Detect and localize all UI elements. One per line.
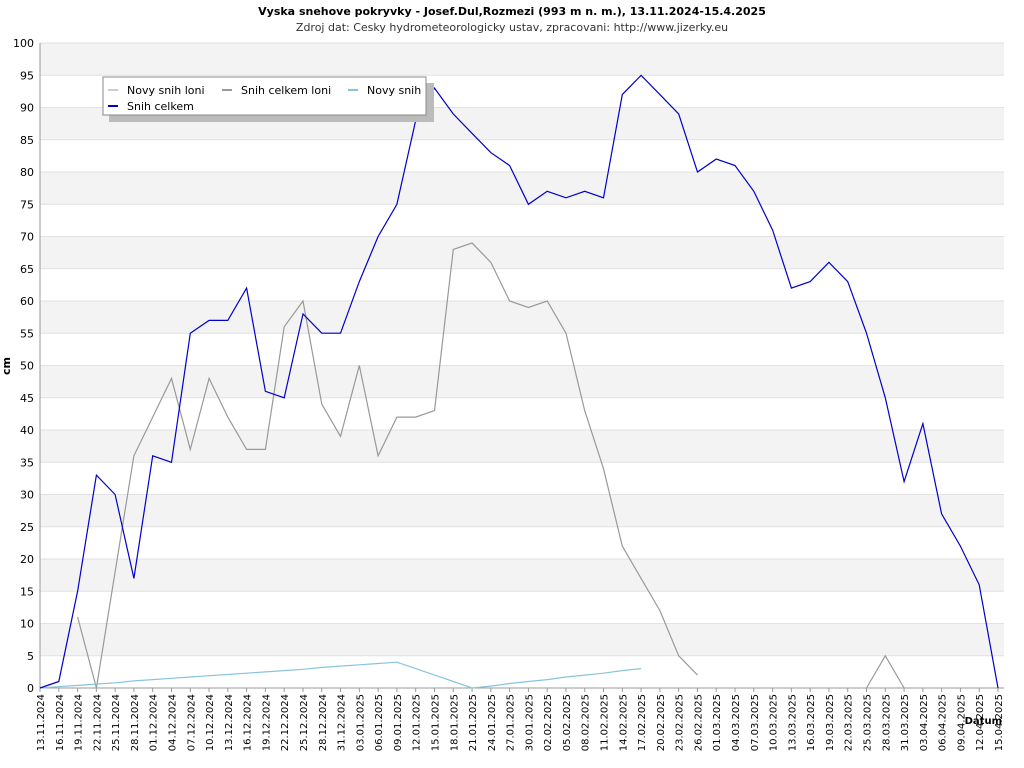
chart-title: Vyska snehove pokryvky - Josef.Dul,Rozme… — [258, 5, 766, 18]
y-tick-label: 90 — [20, 102, 34, 115]
x-tick-label: 11.02.2025 — [600, 694, 611, 751]
y-tick-label: 0 — [27, 682, 34, 695]
series-line — [39, 661, 642, 689]
x-tick-label: 15.01.2025 — [430, 694, 441, 751]
x-tick-label: 16.11.2024 — [55, 694, 66, 751]
x-tick-label: 12.04.2025 — [975, 694, 986, 751]
x-tick-label: 22.03.2025 — [844, 694, 855, 751]
x-tick-label: 15.04.2025 — [994, 694, 1005, 751]
x-tick-label: 17.02.2025 — [637, 694, 648, 751]
x-tick-label: 14.02.2025 — [618, 694, 629, 751]
x-tick-label: 03.04.2025 — [919, 694, 930, 751]
x-tick-label: 13.12.2024 — [224, 694, 235, 751]
x-tick-label: 31.12.2024 — [337, 694, 348, 751]
x-tick-label: 20.02.2025 — [656, 694, 667, 751]
x-tick-label: 10.03.2025 — [769, 694, 780, 751]
y-tick-label: 35 — [20, 456, 34, 469]
x-tick-label: 19.11.2024 — [74, 694, 85, 751]
y-tick-label: 20 — [20, 553, 34, 566]
x-tick-label: 28.12.2024 — [318, 694, 329, 751]
x-tick-label: 25.12.2024 — [299, 694, 310, 751]
x-tick-label: 04.12.2024 — [167, 694, 178, 751]
y-tick-label: 100 — [13, 37, 34, 50]
x-tick-label: 19.12.2024 — [261, 694, 272, 751]
y-tick-label: 40 — [20, 424, 34, 437]
x-tick-label: 31.03.2025 — [900, 694, 911, 751]
x-tick-label: 02.02.2025 — [543, 694, 554, 751]
y-tick-label: 85 — [20, 134, 34, 147]
grid-band — [40, 623, 1004, 656]
x-tick-label: 25.11.2024 — [111, 694, 122, 751]
x-tick-label: 03.01.2025 — [355, 694, 366, 751]
x-tick-label: 07.12.2024 — [186, 694, 197, 751]
y-tick-label: 65 — [20, 263, 34, 276]
x-tick-label: 21.01.2025 — [468, 694, 479, 751]
x-tick-label: 09.01.2025 — [393, 694, 404, 751]
x-tick-label: 05.02.2025 — [562, 694, 573, 751]
x-tick-label: 08.02.2025 — [581, 694, 592, 751]
grid-band — [40, 301, 1004, 334]
legend: Novy snih loni Snih celkem loni Novy snih S… — [102, 76, 434, 122]
y-tick-label: 45 — [20, 392, 34, 405]
x-tick-label: 10.12.2024 — [205, 694, 216, 751]
x-tick-label: 26.02.2025 — [693, 694, 704, 751]
y-tick-label: 55 — [20, 327, 34, 340]
x-tick-label: 28.03.2025 — [881, 694, 892, 751]
y-tick-label: 30 — [20, 489, 34, 502]
x-tick-label: 27.01.2025 — [506, 694, 517, 751]
legend-label: Novy snih loni — [127, 84, 205, 97]
y-tick-label: 95 — [20, 69, 34, 82]
x-tick-label: 23.02.2025 — [675, 694, 686, 751]
legend-label: Novy snih — [367, 84, 421, 97]
x-tick-label: 01.03.2025 — [712, 694, 723, 751]
y-tick-label: 10 — [20, 618, 34, 631]
x-tick-label: 24.01.2025 — [487, 694, 498, 751]
legend-label: Snih celkem — [127, 100, 194, 113]
y-tick-label: 70 — [20, 231, 34, 244]
x-tick-label: 01.12.2024 — [149, 694, 160, 751]
x-tick-label: 13.03.2025 — [787, 694, 798, 751]
x-tick-label: 16.03.2025 — [806, 694, 817, 751]
x-tick-label: 06.04.2025 — [938, 694, 949, 751]
y-tick-label: 75 — [20, 198, 34, 211]
x-tick-label: 13.11.2024 — [36, 694, 47, 751]
x-tick-label: 25.03.2025 — [863, 694, 874, 751]
x-tick-label: 22.11.2024 — [92, 694, 103, 751]
x-tick-label: 12.01.2025 — [412, 694, 423, 751]
x-tick-label: 18.01.2025 — [449, 694, 460, 751]
grid-band — [40, 43, 1004, 76]
grid-band — [40, 172, 1004, 205]
legend-label: Snih celkem loni — [241, 84, 331, 97]
chart-subtitle: Zdroj dat: Cesky hydrometeorologicky ust… — [296, 21, 728, 34]
y-tick-label: 60 — [20, 295, 34, 308]
series-line — [77, 242, 905, 689]
grid-band — [40, 494, 1004, 527]
grid-band — [40, 559, 1004, 592]
x-tick-label: 04.03.2025 — [731, 694, 742, 751]
y-tick-label: 25 — [20, 521, 34, 534]
x-tick-label: 30.01.2025 — [524, 694, 535, 751]
x-tick-label: 16.12.2024 — [243, 694, 254, 751]
y-tick-label: 5 — [27, 650, 34, 663]
x-axis-label: Datum — [965, 716, 1002, 727]
x-tick-label: 07.03.2025 — [750, 694, 761, 751]
y-tick-label: 15 — [20, 585, 34, 598]
x-tick-label: 06.01.2025 — [374, 694, 385, 751]
grid-band — [40, 236, 1004, 269]
y-tick-label: 80 — [20, 166, 34, 179]
x-tick-label: 09.04.2025 — [956, 694, 967, 751]
legend-box — [102, 76, 427, 116]
x-tick-label: 22.12.2024 — [280, 694, 291, 751]
x-tick-label: 19.03.2025 — [825, 694, 836, 751]
grid-band — [40, 430, 1004, 463]
x-tick-label: 28.11.2024 — [130, 694, 141, 751]
series-line — [39, 74, 999, 689]
y-axis-label: cm — [0, 357, 13, 375]
grid-band — [40, 365, 1004, 398]
y-tick-label: 50 — [20, 360, 34, 373]
